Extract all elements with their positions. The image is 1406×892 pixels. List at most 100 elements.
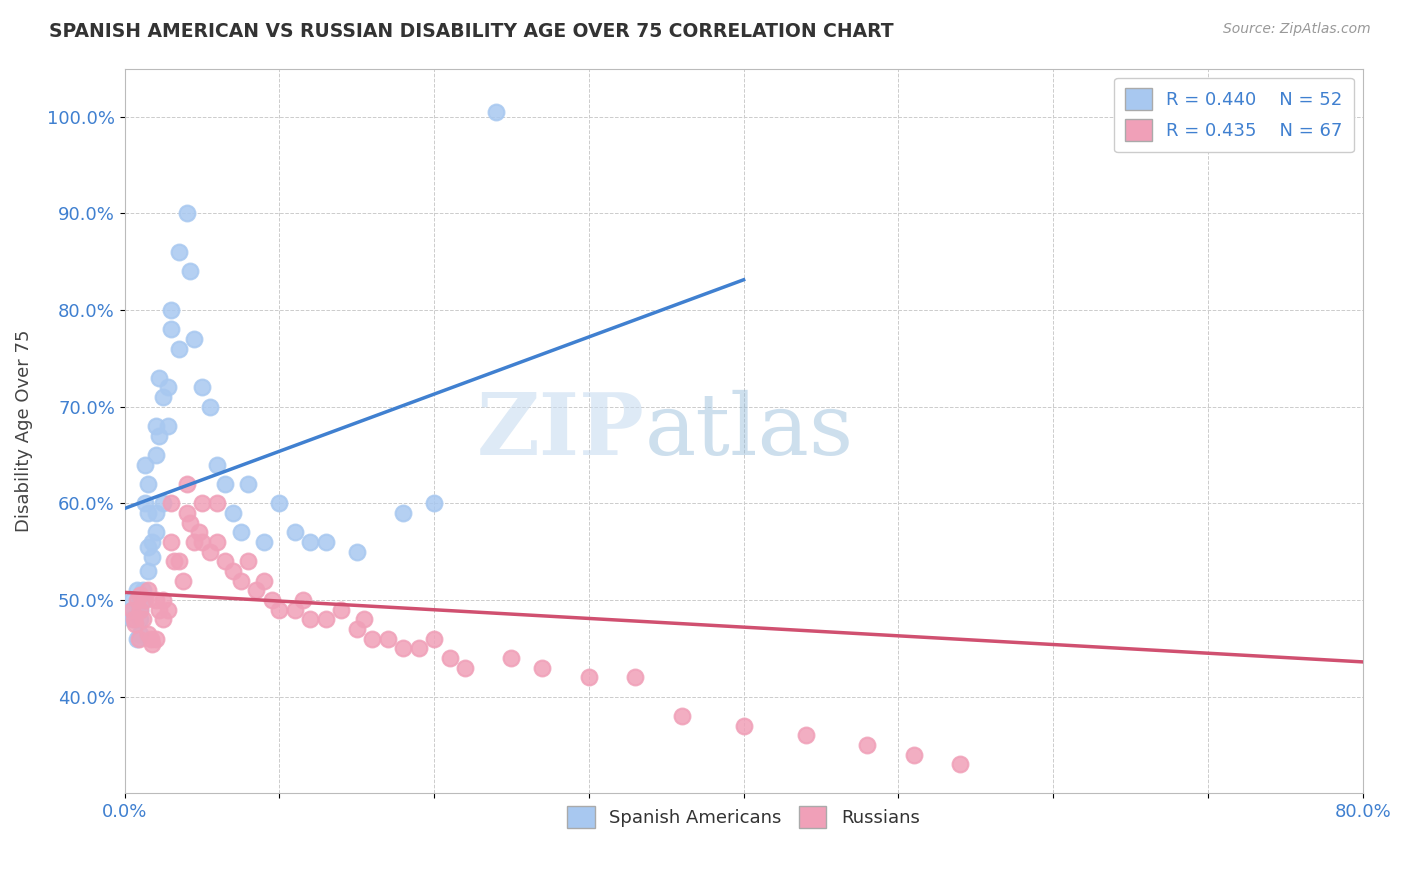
Point	[136, 564, 159, 578]
Point	[125, 583, 148, 598]
Point	[145, 525, 167, 540]
Point	[167, 554, 190, 568]
Point	[191, 535, 214, 549]
Point	[136, 627, 159, 641]
Point	[134, 496, 156, 510]
Point	[152, 496, 174, 510]
Point	[121, 612, 143, 626]
Point	[353, 612, 375, 626]
Point	[121, 603, 143, 617]
Point	[152, 612, 174, 626]
Point	[176, 506, 198, 520]
Point	[136, 477, 159, 491]
Point	[148, 371, 170, 385]
Point	[141, 535, 163, 549]
Point	[176, 477, 198, 491]
Point	[245, 583, 267, 598]
Point	[501, 651, 523, 665]
Point	[315, 612, 337, 626]
Point	[346, 545, 368, 559]
Point	[392, 506, 415, 520]
Point	[156, 419, 179, 434]
Point	[392, 641, 415, 656]
Point	[125, 593, 148, 607]
Point	[160, 322, 183, 336]
Point	[291, 593, 314, 607]
Point	[141, 549, 163, 564]
Point	[794, 728, 817, 742]
Point	[531, 661, 554, 675]
Point	[191, 496, 214, 510]
Point	[269, 496, 291, 510]
Point	[214, 477, 236, 491]
Point	[176, 206, 198, 220]
Point	[377, 632, 399, 646]
Point	[136, 540, 159, 554]
Point	[134, 593, 156, 607]
Point	[238, 477, 260, 491]
Point	[284, 525, 307, 540]
Point	[152, 593, 174, 607]
Point	[214, 554, 236, 568]
Point	[578, 670, 600, 684]
Point	[125, 632, 148, 646]
Point	[132, 583, 155, 598]
Point	[148, 429, 170, 443]
Point	[346, 622, 368, 636]
Point	[299, 612, 322, 626]
Point	[136, 583, 159, 598]
Point	[671, 709, 693, 723]
Point	[179, 516, 201, 530]
Text: ZIP: ZIP	[477, 389, 644, 473]
Text: SPANISH AMERICAN VS RUSSIAN DISABILITY AGE OVER 75 CORRELATION CHART: SPANISH AMERICAN VS RUSSIAN DISABILITY A…	[49, 22, 894, 41]
Point	[903, 747, 925, 762]
Point	[156, 380, 179, 394]
Point	[129, 612, 152, 626]
Point	[408, 641, 430, 656]
Point	[423, 496, 446, 510]
Point	[222, 506, 245, 520]
Point	[152, 390, 174, 404]
Point	[156, 603, 179, 617]
Point	[284, 603, 307, 617]
Point	[198, 400, 221, 414]
Point	[733, 719, 755, 733]
Point	[207, 535, 229, 549]
Point	[134, 458, 156, 472]
Point	[160, 535, 183, 549]
Point	[145, 448, 167, 462]
Point	[167, 342, 190, 356]
Point	[163, 554, 186, 568]
Point	[439, 651, 461, 665]
Point	[160, 496, 183, 510]
Point	[187, 525, 209, 540]
Text: Source: ZipAtlas.com: Source: ZipAtlas.com	[1223, 22, 1371, 37]
Point	[139, 632, 162, 646]
Point	[129, 588, 152, 602]
Point	[229, 525, 252, 540]
Text: atlas: atlas	[644, 389, 853, 473]
Point	[129, 627, 152, 641]
Point	[485, 105, 508, 120]
Point	[423, 632, 446, 646]
Point	[454, 661, 477, 675]
Point	[330, 603, 353, 617]
Point	[132, 612, 155, 626]
Point	[315, 535, 337, 549]
Point	[207, 496, 229, 510]
Legend: Spanish Americans, Russians: Spanish Americans, Russians	[560, 798, 927, 835]
Point	[132, 593, 155, 607]
Point	[129, 603, 152, 617]
Point	[172, 574, 194, 588]
Point	[253, 535, 276, 549]
Point	[145, 506, 167, 520]
Point	[260, 593, 283, 607]
Point	[145, 632, 167, 646]
Point	[145, 419, 167, 434]
Point	[124, 617, 146, 632]
Point	[183, 535, 205, 549]
Point	[179, 264, 201, 278]
Point	[167, 245, 190, 260]
Y-axis label: Disability Age Over 75: Disability Age Over 75	[15, 330, 32, 533]
Point	[1197, 105, 1219, 120]
